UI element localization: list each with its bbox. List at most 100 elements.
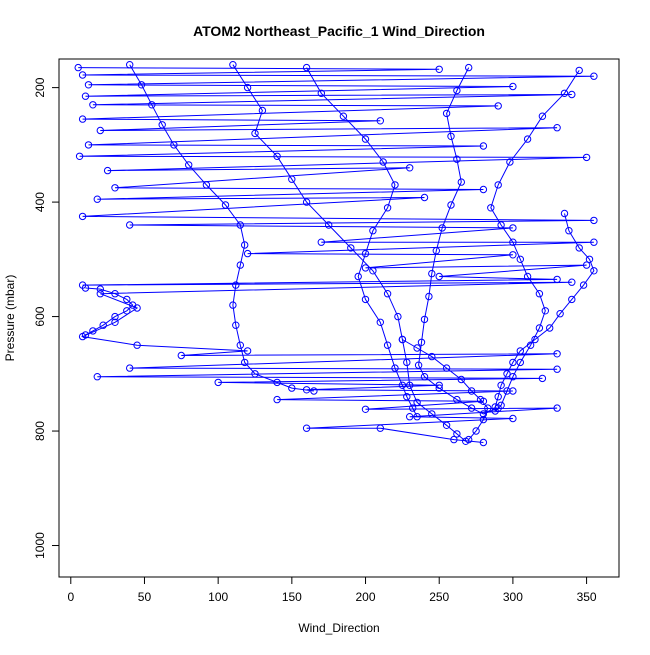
data-point bbox=[398, 381, 407, 389]
data-point bbox=[553, 124, 561, 132]
data-point bbox=[78, 212, 87, 221]
data-point bbox=[273, 152, 281, 161]
x-tick-label: 0 bbox=[67, 590, 74, 604]
data-point bbox=[413, 413, 421, 421]
data-point bbox=[467, 404, 476, 412]
data-point bbox=[273, 395, 281, 404]
data-point bbox=[568, 278, 576, 286]
data-point bbox=[361, 264, 370, 272]
data-point bbox=[484, 404, 492, 412]
data-point bbox=[553, 404, 561, 412]
data-point bbox=[89, 327, 97, 335]
data-point bbox=[406, 413, 414, 421]
series-2 bbox=[229, 60, 470, 445]
data-point bbox=[75, 152, 84, 161]
data-point bbox=[229, 301, 237, 309]
series-line bbox=[306, 67, 418, 417]
data-point bbox=[288, 384, 296, 392]
data-point bbox=[103, 166, 112, 175]
data-point bbox=[99, 321, 107, 329]
data-point bbox=[479, 438, 488, 447]
x-tick-label: 250 bbox=[429, 590, 449, 604]
data-point bbox=[413, 398, 421, 407]
data-point bbox=[413, 344, 421, 352]
data-point bbox=[442, 364, 451, 372]
data-point bbox=[435, 272, 443, 281]
data-point bbox=[509, 251, 517, 259]
data-point bbox=[538, 374, 547, 383]
data-point bbox=[361, 135, 370, 143]
data-point bbox=[538, 112, 547, 120]
data-point bbox=[467, 387, 476, 395]
data-point bbox=[302, 198, 311, 206]
data-point bbox=[78, 71, 87, 79]
series-5 bbox=[302, 63, 421, 421]
data-point bbox=[453, 395, 461, 404]
data-point bbox=[89, 101, 97, 109]
data-point bbox=[494, 393, 502, 401]
data-point bbox=[535, 290, 544, 298]
data-point bbox=[582, 153, 591, 162]
data-point bbox=[129, 301, 137, 309]
data-point bbox=[241, 358, 249, 367]
data-point bbox=[420, 193, 429, 202]
data-point bbox=[432, 247, 440, 255]
data-point bbox=[568, 295, 576, 304]
data-point bbox=[123, 295, 131, 304]
data-point bbox=[170, 141, 178, 149]
data-point bbox=[325, 221, 333, 229]
series-9 bbox=[398, 335, 492, 444]
data-point bbox=[503, 370, 511, 378]
series-4 bbox=[487, 66, 583, 415]
x-tick-label: 350 bbox=[577, 590, 597, 604]
data-point bbox=[428, 352, 436, 361]
data-point bbox=[465, 63, 473, 72]
series-line bbox=[129, 64, 314, 392]
series-1 bbox=[74, 63, 598, 447]
data-point bbox=[565, 227, 573, 235]
data-point bbox=[428, 410, 436, 418]
data-point bbox=[406, 164, 414, 172]
data-point bbox=[447, 132, 455, 141]
data-point bbox=[126, 60, 134, 69]
axes-layer: 0 50 100 150 200 250 300 350 200 400 600 800 1000 bbox=[33, 58, 620, 604]
series-line bbox=[78, 67, 594, 443]
data-point bbox=[457, 178, 465, 186]
series-8 bbox=[81, 284, 137, 339]
data-point bbox=[111, 290, 119, 298]
data-point bbox=[96, 285, 105, 293]
data-point bbox=[383, 204, 392, 212]
data-point bbox=[81, 284, 90, 292]
data-point bbox=[453, 430, 461, 438]
data-point bbox=[74, 63, 82, 72]
x-tick-label: 150 bbox=[282, 590, 302, 604]
data-point bbox=[273, 378, 281, 387]
data-point bbox=[575, 66, 583, 75]
data-point bbox=[420, 315, 429, 324]
data-point bbox=[376, 424, 384, 432]
data-point bbox=[369, 267, 377, 275]
data-point bbox=[126, 364, 134, 372]
data-point bbox=[472, 427, 480, 435]
data-point bbox=[243, 249, 252, 258]
data-point bbox=[491, 407, 499, 415]
data-point bbox=[96, 290, 105, 298]
data-point bbox=[585, 255, 594, 263]
data-point bbox=[590, 216, 598, 225]
data-point bbox=[391, 181, 399, 189]
data-point bbox=[590, 238, 598, 246]
data-point bbox=[535, 324, 544, 332]
data-point bbox=[491, 403, 499, 411]
data-point bbox=[442, 421, 451, 429]
data-point bbox=[479, 410, 488, 418]
data-point bbox=[556, 310, 564, 318]
data-point bbox=[457, 375, 465, 384]
data-point bbox=[453, 155, 461, 163]
data-point bbox=[317, 89, 325, 98]
data-point bbox=[361, 405, 370, 413]
data-point bbox=[133, 341, 141, 349]
data-point bbox=[406, 381, 414, 389]
data-point bbox=[137, 81, 146, 89]
data-point bbox=[81, 331, 90, 339]
